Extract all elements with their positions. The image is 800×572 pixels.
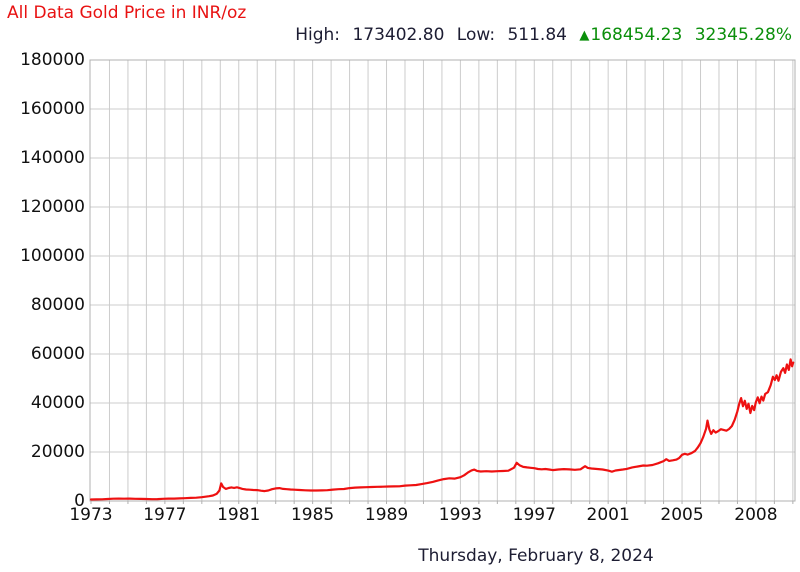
x-tick-label: 1997 [512, 505, 556, 525]
x-tick-label: 2001 [586, 505, 630, 525]
x-tick-label: 2005 [660, 505, 704, 525]
x-tick-label: 1977 [143, 505, 187, 525]
low-label: Low: [456, 25, 496, 45]
change-percent: 32345.28% [694, 25, 792, 45]
x-tick-label: 1981 [217, 505, 261, 525]
change-value: 168454.23 [590, 25, 683, 45]
y-tick-label: 60000 [30, 344, 85, 364]
high-label: High: [295, 25, 341, 45]
x-tick-label: 1989 [364, 505, 409, 525]
y-tick-label: 0 [74, 491, 85, 511]
gold-price-line [89, 358, 795, 501]
y-tick-label: 120000 [20, 197, 85, 217]
x-tick-label: 1985 [290, 505, 335, 525]
y-tick-label: 180000 [20, 50, 85, 70]
y-tick-label: 160000 [20, 99, 85, 119]
low-value: 511.84 [507, 25, 567, 45]
y-tick-label: 80000 [30, 295, 85, 315]
up-triangle-icon: ▲ [579, 28, 590, 43]
high-value: 173402.80 [352, 25, 445, 45]
high-low-stats: High: 173402.80 Low: 511.84 ▲168454.23 3… [295, 25, 792, 46]
y-tick-label: 140000 [20, 148, 85, 168]
plot-border [89, 59, 796, 502]
change-group: ▲168454.23 [579, 25, 682, 45]
x-tick-label: 1993 [438, 505, 483, 525]
x-tick-label: 1973 [69, 505, 113, 525]
y-tick-label: 100000 [20, 246, 85, 266]
chart-title: All Data Gold Price in INR/oz [7, 3, 247, 23]
footer-date: Thursday, February 8, 2024 [418, 546, 654, 566]
y-tick-label: 40000 [30, 393, 85, 413]
y-tick-label: 20000 [30, 442, 85, 462]
x-tick-label: 2008 [734, 505, 778, 525]
